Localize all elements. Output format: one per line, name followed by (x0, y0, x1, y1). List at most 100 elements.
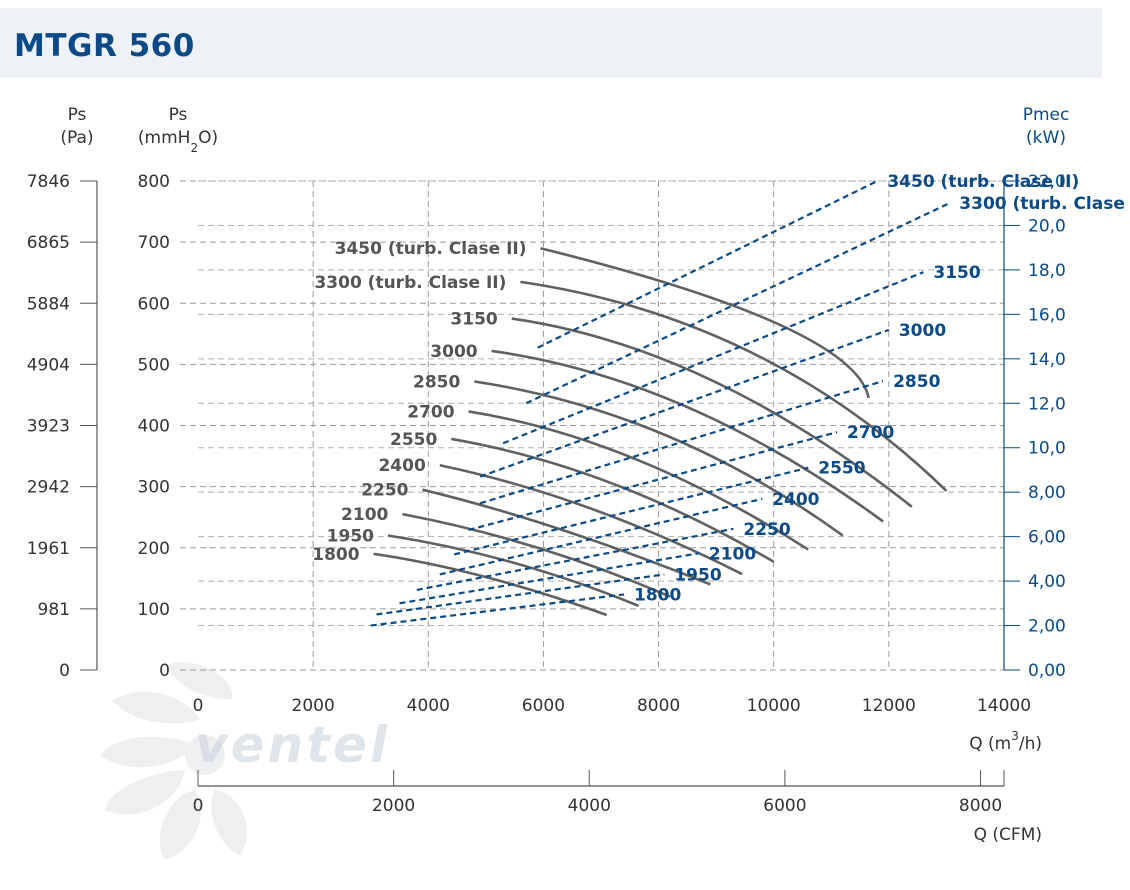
mm-tick-label: 0 (159, 661, 170, 681)
pressure-curve-label: 3300 (turb. Clase II) (314, 273, 506, 293)
pressure-curve-label: 2400 (378, 456, 425, 476)
q-tick-label: 10000 (747, 696, 801, 716)
power-curve-label: 2700 (847, 423, 894, 443)
power-curve (439, 497, 763, 576)
pmec-unit: (kW) (1026, 128, 1066, 148)
pressure-curve-label: 2100 (341, 505, 388, 525)
power-curve (370, 593, 625, 627)
cfm-tick-label: 0 (193, 796, 204, 816)
q-tick-label: 14000 (977, 696, 1031, 716)
power-curve (399, 552, 700, 605)
kw-tick-label: 4,00 (1028, 572, 1066, 592)
pressure-curve-label: 3450 (turb. Clase II) (335, 239, 527, 259)
pressure-curve (422, 488, 711, 586)
pressure-curve-label: 1950 (327, 527, 374, 547)
pressure-curve (491, 349, 884, 523)
kw-tick-label: 12,0 (1028, 394, 1066, 414)
kw-tick-label: 2,00 (1028, 617, 1066, 637)
mm-tick-label: 800 (138, 172, 170, 192)
power-curve (468, 431, 838, 532)
power-curve (537, 180, 878, 349)
q-tick-label: 4000 (407, 696, 450, 716)
kw-tick-label: 18,0 (1028, 261, 1066, 281)
q-tick-label: 2000 (292, 696, 335, 716)
q-tick-label: 8000 (637, 696, 680, 716)
pa-tick-label: 6865 (27, 233, 70, 253)
pressure-curve-label: 2250 (361, 481, 408, 501)
pa-tick-label: 5884 (27, 294, 70, 314)
q-m3h-label-main: Q (m (969, 734, 1011, 754)
power-curve (376, 573, 665, 616)
ps-mm-unit: (mmH2O) (138, 128, 218, 155)
power-curve (416, 527, 734, 592)
power-curve-label: 2400 (772, 490, 819, 510)
pressure-curve (387, 534, 639, 608)
kw-tick-label: 16,0 (1028, 305, 1066, 325)
pa-tick-label: 0 (59, 661, 70, 681)
pressure-curve-label: 2550 (390, 430, 437, 450)
mm-tick-label: 200 (138, 539, 170, 559)
power-curve-label: 2550 (818, 459, 865, 479)
ps-mm-unit-end: O) (198, 128, 218, 148)
power-curve-label: 2850 (893, 372, 940, 392)
q-tick-label: 12000 (862, 696, 916, 716)
title-bar: MTGR 560 (0, 8, 1102, 78)
power-curve-label: 1950 (674, 565, 721, 585)
watermark-text: ventel (195, 716, 390, 774)
pa-tick-label: 2942 (27, 478, 70, 498)
mm-tick-label: 500 (138, 355, 170, 375)
power-curve-label: 3000 (899, 321, 946, 341)
power-curve (479, 328, 890, 478)
mm-tick-label: 400 (138, 417, 170, 437)
q-tick-label: 0 (193, 696, 204, 716)
q-tick-label: 6000 (522, 696, 565, 716)
kw-tick-label: 10,0 (1028, 439, 1066, 459)
mm-tick-label: 700 (138, 233, 170, 253)
mm-tick-label: 300 (138, 478, 170, 498)
cfm-tick-label: 4000 (568, 796, 611, 816)
pressure-curve (540, 246, 870, 399)
mm-tick-label: 100 (138, 600, 170, 620)
mm-tick-label: 600 (138, 294, 170, 314)
q-m3h-label-end: /h) (1019, 734, 1042, 754)
q-cfm-label: Q (CFM) (974, 825, 1042, 845)
kw-tick-label: 6,00 (1028, 528, 1066, 548)
q-m3h-label-sup: 3 (1011, 729, 1019, 743)
pressure-curve (520, 280, 948, 492)
power-curve (479, 379, 884, 505)
power-curve (502, 271, 924, 445)
kw-tick-label: 20,0 (1028, 216, 1066, 236)
pressure-curve (511, 317, 913, 508)
ps-pa-unit: (Pa) (60, 128, 93, 148)
power-curve-label: 2100 (709, 544, 756, 564)
pressure-curve-label: 3150 (450, 310, 497, 330)
pressure-curve-label: 1800 (312, 545, 359, 565)
power-curve-label: 3300 (turb. Clase II) (959, 194, 1130, 214)
axes: 0 981 1961 2942 3923 4904 5884 6865 7846 0 100 200 3… (27, 172, 1066, 816)
pressure-curve (402, 512, 671, 598)
chart-title: MTGR 560 (14, 28, 195, 64)
pa-tick-label: 3923 (27, 417, 70, 437)
pressure-curve (451, 437, 775, 563)
pressure-curve-label: 2700 (407, 402, 454, 422)
pmec-label: Pmec (1023, 105, 1070, 125)
q-m3h-label: Q (m3/h) (969, 729, 1042, 754)
kw-tick-label: 14,0 (1028, 350, 1066, 370)
ps-mm-label: Ps (169, 105, 188, 125)
pa-tick-label: 1961 (27, 539, 70, 559)
pressure-curve-label: 3000 (430, 342, 477, 362)
pa-tick-label: 981 (38, 600, 70, 620)
cfm-tick-label: 2000 (372, 796, 415, 816)
kw-tick-label: 22,0 (1028, 172, 1066, 192)
pa-tick-label: 7846 (27, 172, 70, 192)
ps-mm-unit-main: (mmH (138, 128, 191, 148)
ps-mm-unit-sub: 2 (190, 141, 198, 155)
pressure-curve (474, 380, 844, 537)
ps-pa-label: Ps (68, 105, 87, 125)
fan-logo-icon (100, 662, 247, 860)
axis-labels: Ps (Pa) Ps (mmH2O) Pmec (kW) Q (m3/h) Q … (60, 105, 1069, 845)
cfm-tick-label: 8000 (959, 796, 1002, 816)
kw-tick-label: 0,00 (1028, 661, 1066, 681)
pressure-curve-label: 2850 (413, 372, 460, 392)
